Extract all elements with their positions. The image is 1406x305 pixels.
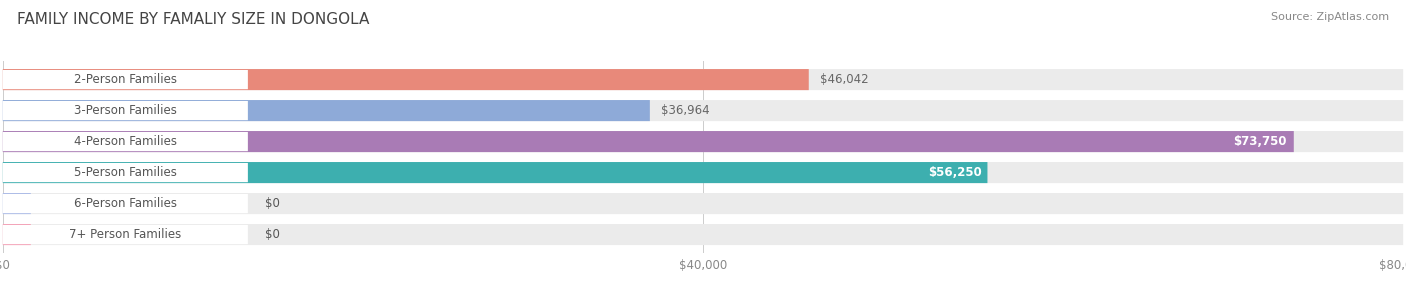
FancyBboxPatch shape bbox=[3, 163, 247, 182]
FancyBboxPatch shape bbox=[3, 101, 247, 120]
Text: 5-Person Families: 5-Person Families bbox=[75, 166, 177, 179]
Text: Source: ZipAtlas.com: Source: ZipAtlas.com bbox=[1271, 12, 1389, 22]
Text: $56,250: $56,250 bbox=[928, 166, 981, 179]
Text: 6-Person Families: 6-Person Families bbox=[75, 197, 177, 210]
FancyBboxPatch shape bbox=[3, 131, 1294, 152]
FancyBboxPatch shape bbox=[3, 224, 1403, 245]
FancyBboxPatch shape bbox=[3, 162, 1403, 183]
FancyBboxPatch shape bbox=[3, 100, 1403, 121]
Text: $73,750: $73,750 bbox=[1233, 135, 1286, 148]
Text: $0: $0 bbox=[264, 228, 280, 241]
Text: $46,042: $46,042 bbox=[820, 73, 869, 86]
FancyBboxPatch shape bbox=[3, 225, 247, 244]
FancyBboxPatch shape bbox=[3, 69, 1403, 90]
Text: FAMILY INCOME BY FAMALIY SIZE IN DONGOLA: FAMILY INCOME BY FAMALIY SIZE IN DONGOLA bbox=[17, 12, 370, 27]
FancyBboxPatch shape bbox=[3, 224, 31, 245]
FancyBboxPatch shape bbox=[3, 193, 1403, 214]
Text: $0: $0 bbox=[264, 197, 280, 210]
FancyBboxPatch shape bbox=[3, 131, 1403, 152]
FancyBboxPatch shape bbox=[3, 100, 650, 121]
Text: 2-Person Families: 2-Person Families bbox=[75, 73, 177, 86]
FancyBboxPatch shape bbox=[3, 162, 987, 183]
FancyBboxPatch shape bbox=[3, 194, 247, 213]
Text: 7+ Person Families: 7+ Person Families bbox=[69, 228, 181, 241]
Text: 4-Person Families: 4-Person Families bbox=[75, 135, 177, 148]
FancyBboxPatch shape bbox=[3, 69, 808, 90]
FancyBboxPatch shape bbox=[3, 193, 31, 214]
FancyBboxPatch shape bbox=[3, 132, 247, 151]
Text: $36,964: $36,964 bbox=[661, 104, 710, 117]
FancyBboxPatch shape bbox=[3, 70, 247, 89]
Text: 3-Person Families: 3-Person Families bbox=[75, 104, 177, 117]
